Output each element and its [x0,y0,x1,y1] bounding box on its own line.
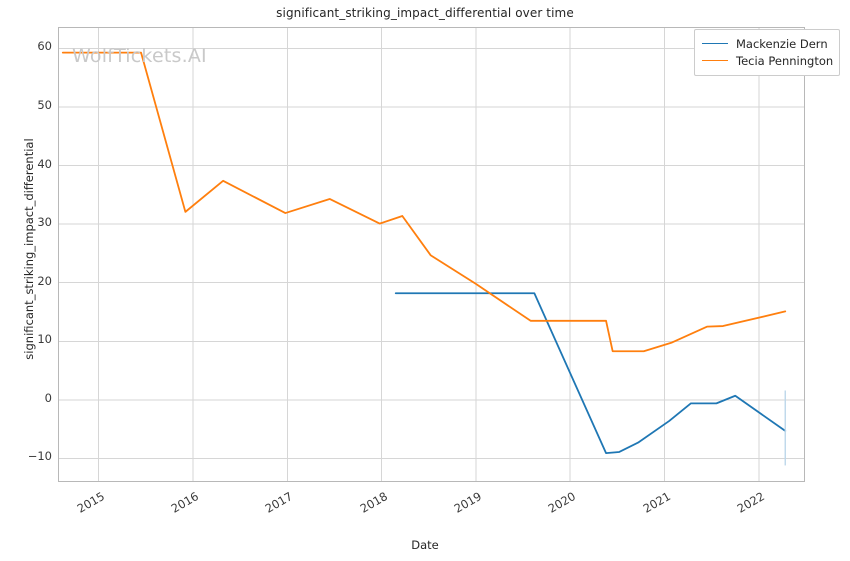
x-tick-label: 2022 [734,489,767,516]
y-tick-label: −10 [27,449,52,464]
y-axis-ticks: −10 0 10 20 30 40 50 60 [0,0,52,561]
y-tick-label: 0 [44,390,52,405]
legend-label-tecia-pennington: Tecia Pennington [736,53,834,68]
chart-title: significant_striking_impact_differential… [276,6,574,20]
plot-area [58,27,805,482]
x-tick-label: 2021 [640,489,673,516]
legend-label-mackenzie-dern: Mackenzie Dern [736,36,828,51]
x-tick-label: 2018 [357,489,390,516]
legend-swatch-tecia-pennington [702,60,728,61]
y-tick-label: 10 [37,332,52,347]
end-marker [784,390,786,466]
legend-swatch-mackenzie-dern [702,43,728,44]
series-line-mackenzie-dern [394,292,787,455]
x-tick-label: 2017 [262,489,296,516]
series-lines [61,51,787,455]
legend-item-tecia-pennington[interactable]: Tecia Pennington [702,52,834,69]
series-line-tecia-pennington [61,51,787,353]
x-tick-label: 2020 [545,489,579,516]
x-tick-label: 2016 [168,489,201,516]
y-tick-label: 50 [37,98,52,113]
y-tick-label: 30 [37,215,52,230]
legend-item-mackenzie-dern[interactable]: Mackenzie Dern [702,35,832,52]
gridlines [59,28,804,481]
x-tick-label: 2019 [451,489,484,516]
y-tick-label: 60 [37,39,52,54]
x-tick-label: 2015 [74,489,107,516]
y-tick-label: 20 [37,273,52,288]
y-tick-label: 40 [37,156,52,171]
x-axis-label: Date [411,538,439,552]
legend: Mackenzie Dern Tecia Pennington [694,29,840,76]
